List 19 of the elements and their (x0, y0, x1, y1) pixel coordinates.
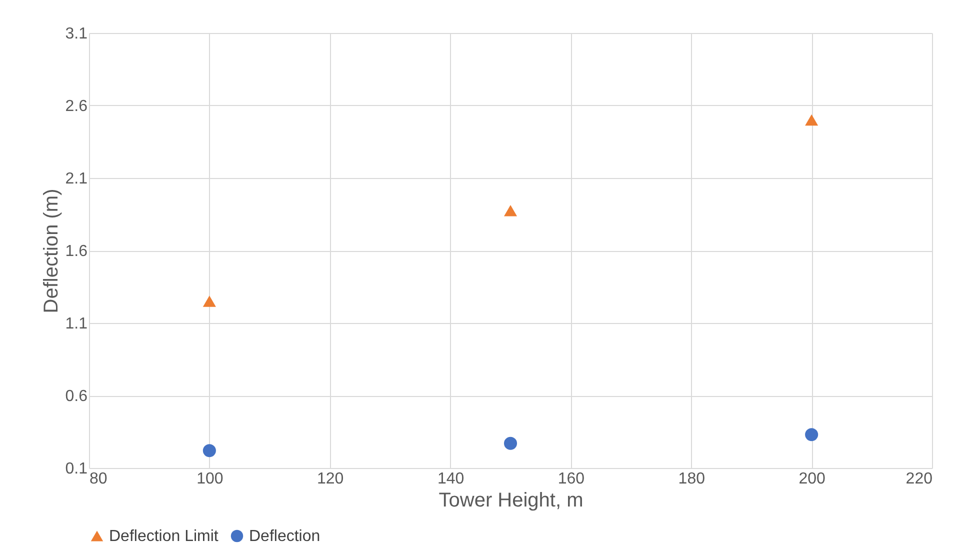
x-tick-label: 200 (798, 470, 826, 488)
x-tick-label: 160 (558, 470, 585, 488)
legend-label: Deflection Limit (109, 528, 219, 545)
x-axis-title: Tower Height, m (438, 490, 584, 512)
y-tick-label: 0.1 (65, 460, 88, 478)
y-tick-label: 3.1 (65, 26, 88, 42)
y-tick-label: 2.1 (65, 170, 88, 188)
y-tick-label: 1.1 (65, 316, 88, 332)
y-axis-title: Deflection (m) (40, 188, 62, 314)
x-tick-label: 180 (678, 470, 706, 488)
x-tick-label: 80 (90, 470, 108, 488)
x-tick-label: 140 (437, 470, 464, 488)
legend-label: Deflection (249, 528, 320, 545)
y-tick-label: 1.6 (65, 243, 88, 260)
y-tick-label: 0.6 (65, 388, 88, 405)
y-tick-label: 2.6 (65, 98, 88, 115)
x-tick-label: 120 (317, 470, 344, 488)
x-tick-label: 100 (196, 470, 224, 488)
x-tick-label: 220 (906, 470, 933, 488)
